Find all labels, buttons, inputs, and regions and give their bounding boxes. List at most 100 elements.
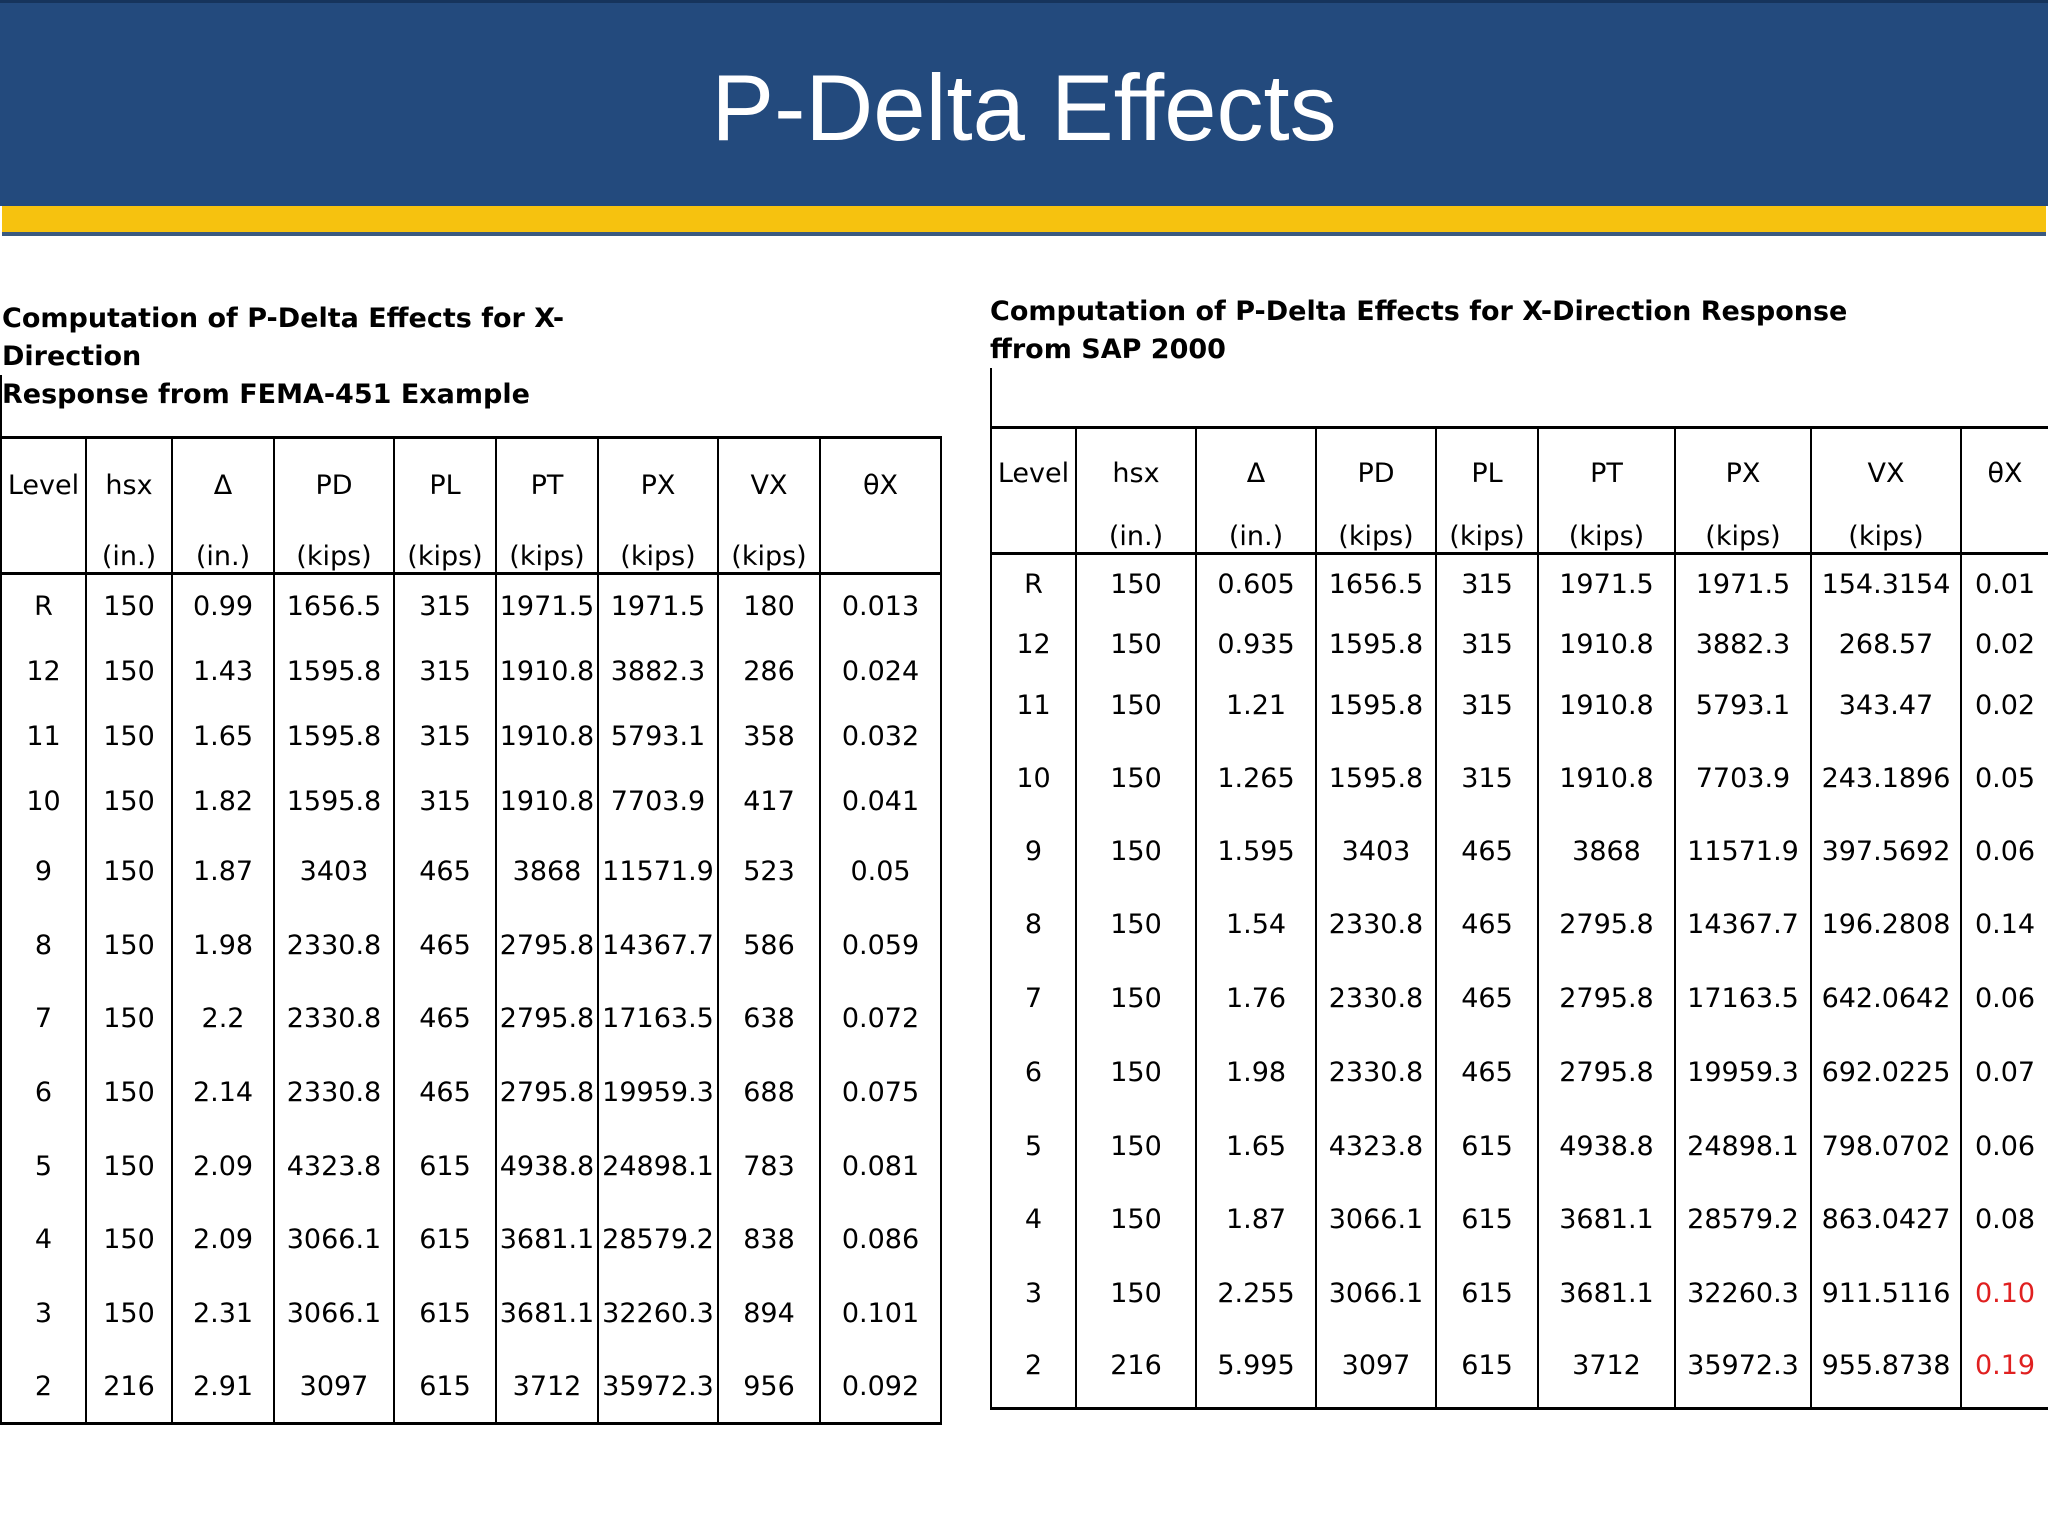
cell-vx: 180 — [717, 573, 821, 639]
cell-vx: 523 — [717, 833, 821, 909]
cell-level: R — [990, 553, 1077, 614]
table-row: 5 150 2.09 4323.8 615 4938.8 24898.1 783 0.081 — [0, 1129, 942, 1203]
header-level: Level — [990, 427, 1077, 518]
header-pl: PL — [393, 437, 497, 532]
header-pt: PT — [1537, 427, 1676, 518]
cell-level: 12 — [0, 638, 87, 704]
cell-delta: 0.605 — [1195, 553, 1317, 614]
cell-theta-x: 0.07 — [1960, 1029, 2048, 1115]
cell-pl: 315 — [1435, 674, 1539, 737]
cell-px: 32260.3 — [597, 1276, 719, 1351]
cell-hsx: 150 — [85, 768, 173, 834]
cell-pl: 315 — [393, 573, 497, 639]
table-row: 2 216 5.995 3097 615 3712 35972.3 955.8738 0.19 — [990, 1324, 2048, 1409]
cell-vx: 154.3154 — [1810, 553, 1962, 614]
header-px: PX — [1674, 427, 1812, 518]
cell-pd: 2330.8 — [273, 908, 395, 982]
header-delta: Δ — [171, 437, 275, 532]
table-row: 8 150 1.98 2330.8 465 2795.8 14367.7 586 0.059 — [0, 908, 942, 982]
cell-pd: 3066.1 — [1315, 1261, 1437, 1325]
header-unit-pd: (kips) — [273, 531, 395, 574]
left-table-caption: Computation of P-Delta Effects for X-Dir… — [2, 303, 565, 410]
header-vx: VX — [1810, 427, 1962, 518]
cell-vx: 638 — [717, 981, 821, 1056]
cell-pt: 2795.8 — [1537, 882, 1676, 967]
cell-px: 28579.2 — [1674, 1177, 1812, 1262]
cell-vx: 417 — [717, 768, 821, 834]
cell-pd: 1656.5 — [1315, 553, 1437, 614]
cell-pt: 1910.8 — [1537, 613, 1676, 675]
cell-theta-x: 0.05 — [819, 833, 942, 909]
cell-delta: 2.09 — [171, 1202, 275, 1277]
cell-vx: 243.1896 — [1810, 736, 1962, 821]
table-row: 12 150 0.935 1595.8 315 1910.8 3882.3 268.57 0.0… — [990, 613, 2048, 675]
cell-level: R — [0, 573, 87, 639]
cell-hsx: 150 — [1075, 1029, 1197, 1115]
cell-vx: 343.47 — [1810, 674, 1962, 737]
cell-px: 17163.5 — [1674, 966, 1812, 1030]
cell-pd: 3403 — [273, 833, 395, 909]
cell-pl: 465 — [1435, 1029, 1539, 1115]
cell-theta-x: 0.02 — [1960, 674, 2048, 737]
cell-vx: 586 — [717, 908, 821, 982]
cell-theta-x: 0.101 — [819, 1276, 942, 1351]
cell-theta-x: 0.075 — [819, 1055, 942, 1130]
cell-delta: 1.21 — [1195, 674, 1317, 737]
cell-pt: 1971.5 — [495, 573, 599, 639]
cell-px: 14367.7 — [597, 908, 719, 982]
cell-pd: 2330.8 — [1315, 966, 1437, 1030]
header-theta-x: θX — [819, 437, 942, 532]
cell-level: 3 — [0, 1276, 87, 1351]
header-level: Level — [0, 437, 87, 532]
cell-vx: 268.57 — [1810, 613, 1962, 675]
cell-level: 9 — [0, 833, 87, 909]
cell-hsx: 216 — [1075, 1324, 1197, 1409]
header-unit-hsx: (in.) — [1075, 517, 1197, 554]
cell-pl: 315 — [1435, 613, 1539, 675]
cell-vx: 955.8738 — [1810, 1324, 1962, 1409]
cell-level: 10 — [990, 736, 1077, 821]
cell-hsx: 150 — [85, 638, 173, 704]
cell-pl: 615 — [1435, 1324, 1539, 1409]
cell-delta: 1.595 — [1195, 820, 1317, 883]
cell-px: 7703.9 — [597, 768, 719, 834]
cell-delta: 2.91 — [171, 1350, 275, 1424]
cell-pt: 2795.8 — [1537, 966, 1676, 1030]
cell-delta: 0.935 — [1195, 613, 1317, 675]
cell-level: 6 — [990, 1029, 1077, 1115]
cell-delta: 1.82 — [171, 768, 275, 834]
cell-pt: 2795.8 — [495, 908, 599, 982]
sap-2000-table: Level hsx Δ PD PL PT PX VX θX (in.) (in.) (kips) (k… — [990, 426, 2048, 1410]
right-header-unit-row: (in.) (in.) (kips) (kips) (kips) (kips) (kips) — [990, 517, 2048, 554]
table-row: R 150 0.99 1656.5 315 1971.5 1971.5 180 0.013 — [0, 573, 942, 639]
cell-px: 1971.5 — [597, 573, 719, 639]
cell-hsx: 150 — [1075, 613, 1197, 675]
cell-theta-x: 0.092 — [819, 1350, 942, 1424]
cell-px: 24898.1 — [1674, 1114, 1812, 1178]
cell-pd: 1595.8 — [1315, 674, 1437, 737]
header-unit-delta: (in.) — [1195, 517, 1317, 554]
cell-pd: 1595.8 — [1315, 736, 1437, 821]
table-row: 8 150 1.54 2330.8 465 2795.8 14367.7 196.2808 0.… — [990, 882, 2048, 967]
cell-level: 12 — [990, 613, 1077, 675]
cell-vx: 783 — [717, 1129, 821, 1203]
cell-pl: 465 — [393, 981, 497, 1056]
cell-vx: 642.0642 — [1810, 966, 1962, 1030]
cell-px: 35972.3 — [1674, 1324, 1812, 1409]
cell-delta: 5.995 — [1195, 1324, 1317, 1409]
header-delta: Δ — [1195, 427, 1317, 518]
cell-px: 3882.3 — [597, 638, 719, 704]
cell-hsx: 150 — [1075, 553, 1197, 614]
cell-hsx: 150 — [1075, 966, 1197, 1030]
cell-theta-x: 0.013 — [819, 573, 942, 639]
cell-pt: 1910.8 — [1537, 736, 1676, 821]
cell-pl: 615 — [1435, 1114, 1539, 1178]
cell-hsx: 150 — [85, 1055, 173, 1130]
cell-px: 17163.5 — [597, 981, 719, 1056]
cell-px: 19959.3 — [1674, 1029, 1812, 1115]
cell-theta-x: 0.072 — [819, 981, 942, 1056]
table-row: 7 150 1.76 2330.8 465 2795.8 17163.5 642.0642 0.… — [990, 966, 2048, 1030]
table-row: 6 150 2.14 2330.8 465 2795.8 19959.3 688 0.075 — [0, 1055, 942, 1130]
cell-delta: 1.65 — [171, 703, 275, 769]
cell-pt: 2795.8 — [1537, 1029, 1676, 1115]
